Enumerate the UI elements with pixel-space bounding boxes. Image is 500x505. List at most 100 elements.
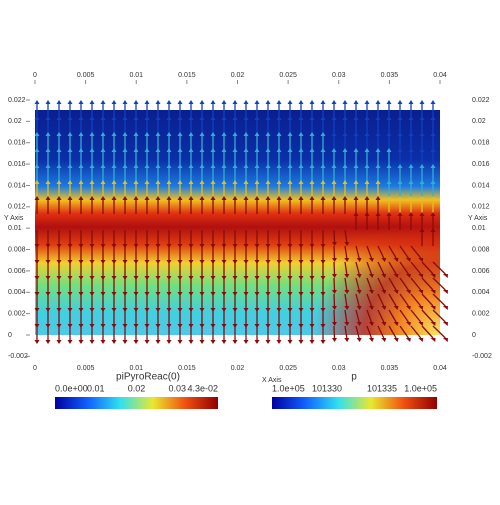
arrow-head bbox=[57, 340, 62, 344]
x-tick-label: 0.02 bbox=[231, 365, 245, 372]
arrow-head bbox=[211, 100, 216, 104]
arrow-head bbox=[443, 274, 448, 278]
y-tick-label: 0.01 bbox=[472, 225, 486, 232]
arrow-head bbox=[431, 338, 436, 342]
y-tick-label: 0.02 bbox=[8, 118, 22, 125]
arrow-head bbox=[321, 100, 326, 104]
y-tick-label: 0.014 bbox=[8, 182, 26, 189]
y-tick-label: 0.016 bbox=[8, 161, 26, 168]
arrow-head bbox=[394, 338, 399, 342]
x-tick-label: 0.03 bbox=[332, 72, 346, 79]
x-tick-label: 0.04 bbox=[433, 72, 447, 79]
arrow-head bbox=[189, 100, 194, 104]
arrow-head bbox=[443, 322, 448, 326]
arrow-head bbox=[156, 100, 161, 104]
y-axis-title-right: Y Axis bbox=[468, 215, 488, 222]
arrow-head bbox=[189, 340, 194, 344]
arrow-head bbox=[57, 100, 62, 104]
arrow-head bbox=[90, 100, 95, 104]
arrow-head bbox=[244, 100, 249, 104]
arrow-head bbox=[178, 340, 183, 344]
x-tick-label: 0.01 bbox=[129, 365, 143, 372]
arrow-head bbox=[255, 340, 260, 344]
arrow-head bbox=[123, 340, 128, 344]
y-tick-label: 0.012 bbox=[8, 204, 26, 211]
arrow-head bbox=[310, 340, 315, 344]
arrow-head bbox=[79, 100, 84, 104]
arrow-head bbox=[420, 100, 425, 104]
arrow-head bbox=[443, 338, 448, 342]
x-tick-label: 0.015 bbox=[178, 365, 196, 372]
arrow-head bbox=[299, 100, 304, 104]
x-tick-label: 0.035 bbox=[381, 365, 399, 372]
y-tick-label: 0.002 bbox=[472, 310, 490, 317]
y-tick-label: 0.004 bbox=[472, 289, 490, 296]
arrow-head bbox=[310, 100, 315, 104]
field-corner bbox=[300, 200, 440, 335]
arrow-head bbox=[321, 340, 326, 344]
arrow-head bbox=[244, 340, 249, 344]
x-tick-label: 0.025 bbox=[279, 72, 297, 79]
arrow-head bbox=[431, 100, 436, 104]
arrow-head bbox=[211, 340, 216, 344]
arrow-head bbox=[134, 100, 139, 104]
y-tick-label: 0.012 bbox=[472, 204, 490, 211]
y-tick-label: 0.018 bbox=[472, 140, 490, 147]
arrow-head bbox=[200, 100, 205, 104]
y-tick-label: 0.006 bbox=[8, 268, 26, 275]
arrow-head bbox=[255, 100, 260, 104]
arrow-head bbox=[277, 100, 282, 104]
arrow-head bbox=[101, 340, 106, 344]
arrow-head bbox=[344, 338, 349, 342]
y-tick-label: 0.008 bbox=[8, 246, 26, 253]
arrow-head bbox=[123, 100, 128, 104]
arrow-head bbox=[101, 100, 106, 104]
y-tick-label: 0.018 bbox=[8, 140, 26, 147]
x-tick-label: 0.04 bbox=[433, 365, 447, 372]
arrow-head bbox=[277, 340, 282, 344]
arrow-head bbox=[200, 340, 205, 344]
y-tick-label: -0.002 bbox=[472, 353, 492, 360]
colorbar-label: 0.03 bbox=[168, 383, 186, 393]
colorbar-label: 101335 bbox=[367, 383, 397, 393]
arrow-head bbox=[332, 100, 337, 104]
y-tick-label: -0.002 bbox=[8, 353, 28, 360]
arrow-head bbox=[68, 100, 73, 104]
arrow-head bbox=[365, 100, 370, 104]
arrow-head bbox=[222, 340, 227, 344]
y-tick-label: 0.022 bbox=[472, 97, 490, 104]
x-tick-label: 0.02 bbox=[231, 72, 245, 79]
colorbar bbox=[272, 397, 437, 409]
x-tick-label: 0.025 bbox=[279, 365, 297, 372]
arrow-head bbox=[112, 340, 117, 344]
arrow-head bbox=[46, 100, 51, 104]
arrow-head bbox=[357, 338, 362, 342]
arrow-head bbox=[222, 100, 227, 104]
arrow-head bbox=[79, 340, 84, 344]
arrow-head bbox=[112, 100, 117, 104]
arrow-head bbox=[443, 290, 448, 294]
arrow-head bbox=[35, 340, 40, 344]
y-tick-label: 0.01 bbox=[8, 225, 22, 232]
colorbar-label: 0.01 bbox=[87, 383, 105, 393]
y-axis-title: Y Axis bbox=[4, 215, 24, 222]
y-tick-label: 0.022 bbox=[8, 97, 26, 104]
y-tick-label: 0.02 bbox=[472, 118, 486, 125]
colorbar bbox=[55, 397, 218, 409]
arrow-head bbox=[145, 340, 150, 344]
arrow-head bbox=[409, 100, 414, 104]
y-tick-label: 0.014 bbox=[472, 182, 490, 189]
y-tick-label: 0.004 bbox=[8, 289, 26, 296]
arrow-head bbox=[167, 340, 172, 344]
colorbar-label: 4.3e-02 bbox=[187, 383, 218, 393]
colorbar-title: piPyroReac(0) bbox=[116, 372, 180, 383]
arrow-head bbox=[288, 100, 293, 104]
arrow-head bbox=[156, 340, 161, 344]
arrow-head bbox=[343, 100, 348, 104]
arrow-head bbox=[46, 340, 51, 344]
arrow-head bbox=[178, 100, 183, 104]
colorbar-label: 1.0e+05 bbox=[404, 383, 437, 393]
arrow-head bbox=[233, 340, 238, 344]
arrow-head bbox=[134, 340, 139, 344]
